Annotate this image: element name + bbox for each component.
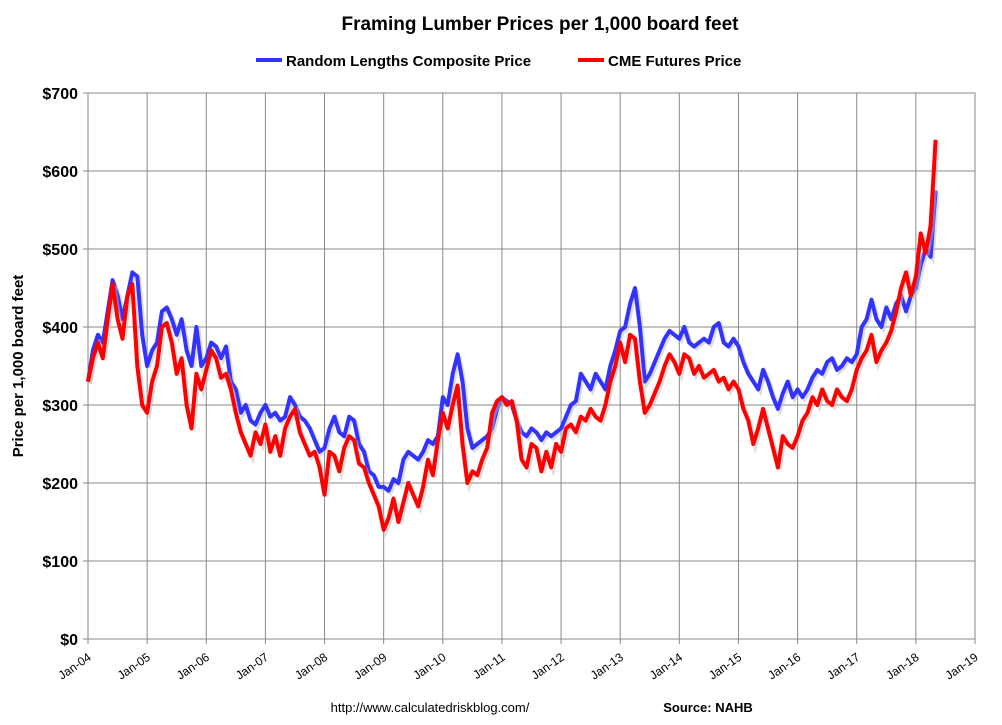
x-tick-label: Jan-04 [56, 650, 94, 683]
chart-title: Framing Lumber Prices per 1,000 board fe… [341, 14, 739, 35]
y-tick-label: $0 [60, 632, 78, 649]
x-tick-label: Jan-07 [233, 650, 271, 683]
x-tick-label: Jan-13 [588, 650, 626, 683]
source-credit: Source: NAHB [663, 700, 753, 715]
x-tick-label: Jan-11 [470, 650, 508, 682]
x-tick-label: Jan-17 [824, 650, 862, 683]
x-tick-label: Jan-05 [115, 650, 153, 683]
legend: Random Lengths Composite Price CME Futur… [256, 53, 741, 70]
x-tick-label: Jan-19 [943, 650, 981, 683]
x-tick-label: Jan-18 [883, 650, 921, 683]
y-tick-label: $600 [42, 164, 78, 181]
x-tick-label: Jan-15 [706, 650, 744, 683]
y-tick-label: $100 [42, 554, 78, 571]
y-tick-label: $700 [42, 86, 78, 103]
x-tick-label: Jan-06 [174, 650, 212, 683]
y-tick-label: $300 [42, 398, 78, 415]
x-tick-label: Jan-14 [647, 650, 685, 683]
y-axis-label: Price per 1,000 board feet [10, 275, 27, 458]
y-tick-label: $400 [42, 320, 78, 337]
y-tick-label: $500 [42, 242, 78, 259]
legend-label-cme: CME Futures Price [608, 53, 741, 70]
x-tick-label: Jan-10 [410, 650, 448, 683]
x-tick-label: Jan-12 [529, 650, 567, 683]
x-tick-label: Jan-08 [292, 650, 330, 683]
source-url: http://www.calculatedriskblog.com/ [331, 700, 530, 715]
x-tick-label: Jan-16 [765, 650, 803, 683]
x-tick-label: Jan-09 [351, 650, 389, 683]
y-tick-label: $200 [42, 476, 78, 493]
series-line-cme-futures [86, 139, 938, 532]
legend-label-random-lengths: Random Lengths Composite Price [286, 53, 531, 70]
